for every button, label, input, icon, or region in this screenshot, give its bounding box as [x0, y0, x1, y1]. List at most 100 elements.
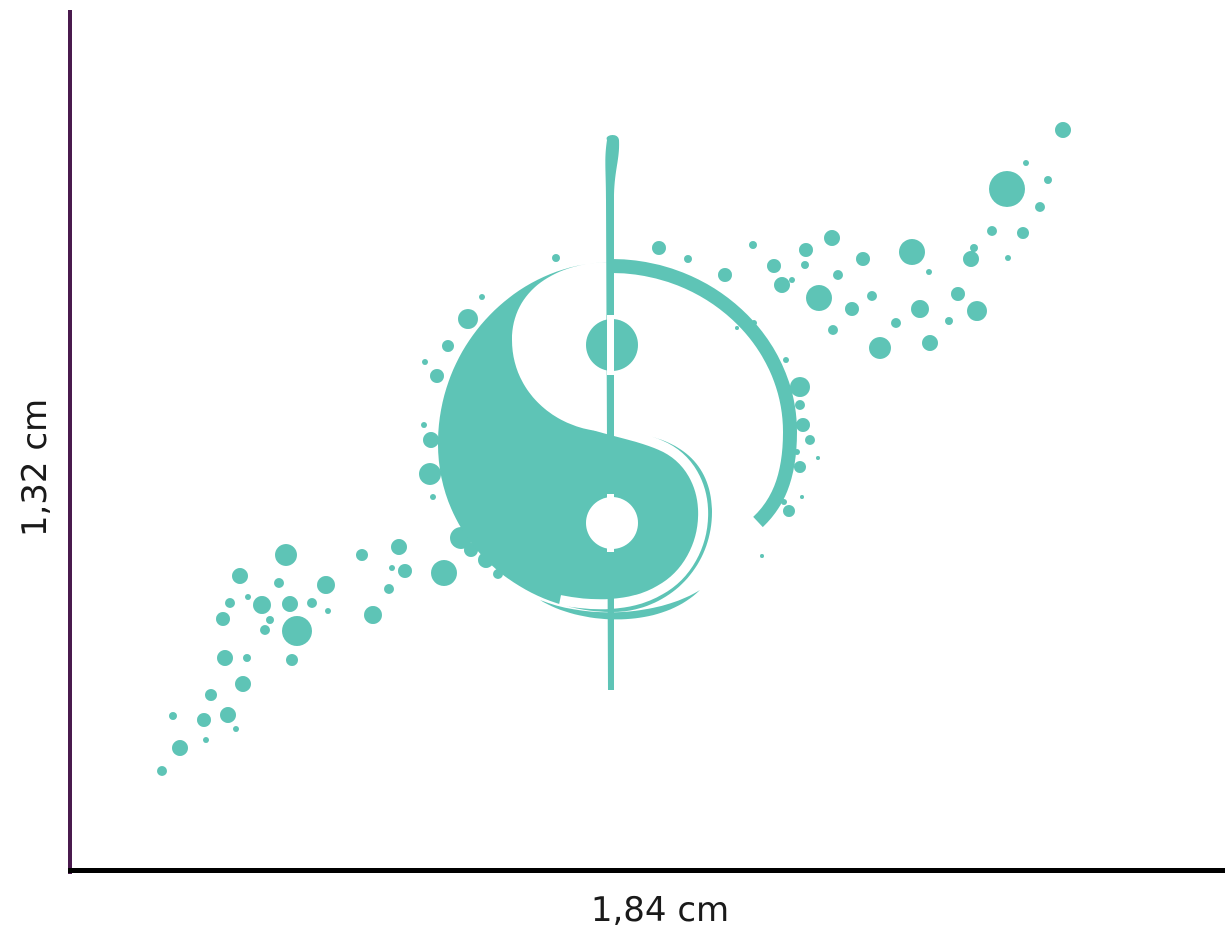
splatter-dot — [307, 598, 317, 608]
splatter-dot — [282, 596, 298, 612]
splatter-dot — [967, 301, 987, 321]
splatter-dot — [1035, 202, 1045, 212]
splatter-dot — [233, 726, 239, 732]
swirl-line — [518, 273, 709, 610]
splatter-dot — [767, 259, 781, 273]
splatter-dot — [945, 317, 953, 325]
splatter-dot — [398, 564, 412, 578]
splatter-dot — [1017, 227, 1029, 239]
splatter-dot — [1023, 160, 1029, 166]
splatter-dot — [422, 359, 428, 365]
splatter-dot — [783, 505, 795, 517]
splatter-dot — [963, 251, 979, 267]
splatter-dot — [926, 269, 932, 275]
yang-ring — [611, 259, 798, 528]
splatter-dot — [794, 461, 806, 473]
splatter-dot — [989, 171, 1025, 207]
splatter-dot — [552, 254, 560, 262]
splatter-dot — [431, 560, 457, 586]
splatter-dot — [275, 544, 297, 566]
splatter-dot — [232, 568, 248, 584]
splatter-dot — [796, 418, 810, 432]
splatter-dot — [795, 400, 805, 410]
splatter-dot — [783, 357, 789, 363]
splatter-dot — [423, 432, 439, 448]
splatter-dot — [833, 270, 843, 280]
splatter-dot — [970, 244, 978, 252]
splatter-dot — [430, 369, 444, 383]
splatter-dot — [899, 239, 925, 265]
eye-gap-top — [607, 315, 614, 375]
splatter-dot — [245, 594, 251, 600]
splatter-dot — [197, 713, 211, 727]
splatter-dot — [217, 650, 233, 666]
splatter-dot — [951, 287, 965, 301]
splatter-dot — [789, 277, 795, 283]
splatter-dot — [419, 463, 441, 485]
splatter-dot — [205, 689, 217, 701]
splatter-dot — [317, 576, 335, 594]
height-label: 1,32 cm — [15, 398, 55, 538]
splatter-dot — [869, 337, 891, 359]
splatter-dot — [749, 241, 757, 249]
splatter-dot — [1005, 255, 1011, 261]
splatter-dot — [225, 598, 235, 608]
splatter-dot — [282, 616, 312, 646]
splatter-dot — [266, 616, 274, 624]
yin-half — [437, 262, 712, 612]
splatter-dot — [922, 335, 938, 351]
splatter-dot — [203, 737, 209, 743]
splatter-dot — [1055, 122, 1071, 138]
splatter-dot — [799, 243, 813, 257]
splatter-dot — [801, 261, 809, 269]
splatter-dot — [260, 625, 270, 635]
splatter-dot — [286, 654, 298, 666]
splatter-dot — [824, 230, 840, 246]
splatter-dot — [325, 608, 331, 614]
splatter-dot — [684, 255, 692, 263]
splatter-dot — [806, 285, 832, 311]
splatter-dots — [157, 122, 1071, 776]
splatter-dot — [987, 226, 997, 236]
splatter-dot — [243, 654, 251, 662]
splatter-dot — [828, 325, 838, 335]
width-dimension-line — [68, 868, 1225, 873]
yin-yang-symbol — [437, 135, 798, 691]
splatter-dot — [216, 612, 230, 626]
splatter-dot — [274, 578, 284, 588]
splatter-dot — [760, 554, 764, 558]
splatter-dot — [800, 495, 804, 499]
splatter-dot — [718, 268, 732, 282]
splatter-dot — [169, 712, 177, 720]
splatter-dot — [790, 377, 810, 397]
width-label: 1,84 cm — [590, 890, 730, 930]
splatter-dot — [856, 252, 870, 266]
splatter-dot — [172, 740, 188, 756]
eye-gap-bottom — [607, 494, 614, 552]
splatter-dot — [816, 456, 820, 460]
splatter-dot — [891, 318, 901, 328]
splatter-dot — [867, 291, 877, 301]
splatter-dot — [458, 309, 478, 329]
splatter-dot — [430, 494, 436, 500]
splatter-dot — [157, 766, 167, 776]
splatter-dot — [235, 676, 251, 692]
splatter-dot — [911, 300, 929, 318]
splatter-dot — [391, 539, 407, 555]
splatter-dot — [845, 302, 859, 316]
splatter-dot — [1044, 176, 1052, 184]
splatter-dot — [442, 340, 454, 352]
splatter-dot — [652, 241, 666, 255]
splatter-dot — [389, 565, 395, 571]
splatter-dot — [805, 435, 815, 445]
splatter-dot — [364, 606, 382, 624]
splatter-dot — [421, 422, 427, 428]
splatter-dot — [735, 326, 739, 330]
splatter-dot — [479, 294, 485, 300]
lower-crescent — [540, 590, 700, 620]
splatter-dot — [220, 707, 236, 723]
splatter-dot — [356, 549, 368, 561]
splatter-dot — [774, 277, 790, 293]
